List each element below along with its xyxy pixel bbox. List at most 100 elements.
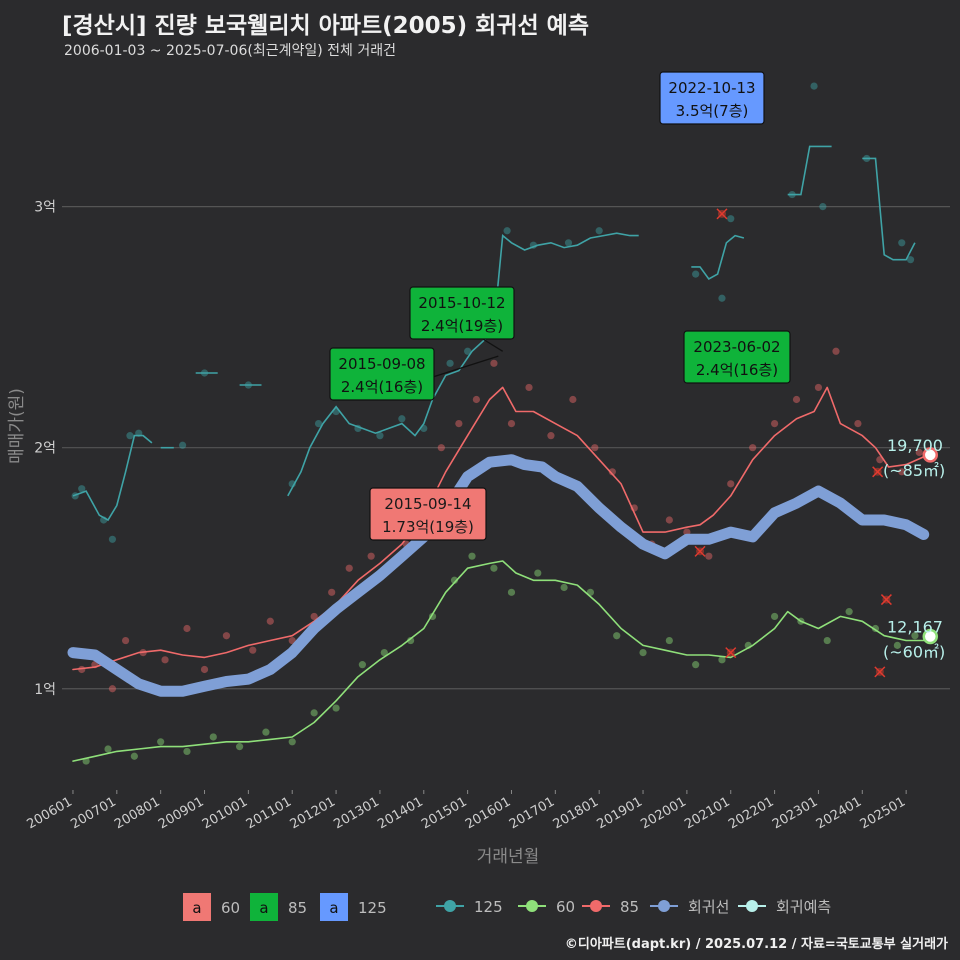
data-point-s85 — [727, 480, 735, 488]
data-point-s85 — [854, 419, 862, 428]
data-point-s60 — [450, 576, 459, 584]
annotation-1: 2015-10-12 2.4억(19층) — [409, 286, 515, 352]
data-point-s60 — [770, 612, 779, 621]
annotation-date: 2015-09-14 — [384, 495, 471, 513]
data-point-s60 — [380, 648, 388, 657]
data-point-s125 — [376, 432, 384, 440]
y-tick-label: 1억 — [34, 682, 56, 698]
data-point-s60 — [613, 632, 621, 640]
data-point-s85 — [547, 432, 555, 440]
x-tick-label: 200901 — [156, 794, 206, 832]
data-point-s85 — [665, 516, 673, 524]
annotation-3: 2023-06-02 2.4억(16층) — [683, 330, 791, 384]
cancelled-deal-marker — [725, 647, 737, 659]
x-tick-label: 202501 — [858, 794, 908, 832]
annotation-box — [369, 487, 487, 541]
x-tick-label: 202401 — [814, 794, 864, 832]
cancelled-deal-marker — [880, 594, 892, 606]
forecast-point-85 — [922, 447, 939, 463]
data-point-s60 — [157, 738, 165, 746]
annotation-leader — [482, 338, 504, 352]
grid-layer — [62, 206, 950, 690]
series-line-s125 — [287, 232, 639, 497]
annotation-date: 2015-10-12 — [418, 294, 505, 312]
data-point-s85 — [367, 552, 375, 560]
legend-point-swatch — [746, 900, 758, 912]
annotation-0: 2022-10-13 3.5억(7층) — [659, 71, 765, 125]
data-point-s60 — [262, 728, 270, 736]
legend-swatch-key: a — [259, 899, 268, 917]
data-point-s85 — [608, 468, 616, 476]
legend-line-item: 회귀선 — [650, 898, 729, 916]
x-tick-label: 201201 — [288, 794, 338, 832]
forecast-value-label: 12,167 — [887, 618, 943, 637]
legend-swatch — [320, 893, 348, 921]
data-point-s60 — [288, 738, 296, 746]
series-s85 — [72, 347, 929, 693]
annotation-date: 2015-09-08 — [338, 355, 425, 373]
cancelled-deal-marker — [872, 466, 884, 478]
x-tick-label: 202101 — [682, 794, 732, 832]
forecast-area-label: (~60㎡) — [883, 643, 945, 662]
data-point-s60 — [332, 704, 340, 712]
data-point-s60 — [507, 588, 516, 596]
x-tick-label: 201001 — [200, 794, 250, 832]
x-tick-label: 201101 — [244, 794, 294, 832]
series-s125 — [71, 82, 916, 543]
annotation-leader — [433, 355, 499, 378]
data-point-s60 — [718, 656, 726, 664]
data-point-s125 — [810, 82, 818, 90]
data-point-s85 — [569, 395, 577, 404]
data-point-s60 — [692, 661, 700, 669]
data-point-s85 — [288, 636, 296, 645]
legend-swatch — [183, 893, 211, 921]
legend-line-item: 125 — [436, 898, 503, 916]
cancelled-deal-marker — [694, 545, 706, 557]
annotation-price: 3.5억(7층) — [676, 102, 749, 120]
data-point-s85 — [472, 395, 480, 404]
annotation-date: 2023-06-02 — [693, 338, 780, 356]
data-point-s60 — [310, 709, 318, 717]
data-point-s85 — [525, 383, 533, 392]
legend-label: 125 — [358, 899, 387, 917]
data-point-s60 — [560, 583, 568, 592]
data-point-s60 — [639, 648, 647, 657]
y-tick-label: 3억 — [34, 200, 56, 216]
data-point-s125 — [727, 215, 735, 223]
data-point-s85 — [121, 636, 130, 645]
x-tick-label: 200701 — [68, 794, 118, 832]
legend-line-item: 85 — [582, 898, 639, 916]
annotation-layer: 19,700 (~85㎡) 12,167 (~60㎡) 2022-10-13 3.5억(7… — [329, 71, 945, 662]
data-point-s125 — [446, 359, 454, 367]
annotation-price: 2.4억(16층) — [696, 361, 778, 379]
legend-point-swatch — [590, 900, 602, 912]
data-point-s60 — [665, 636, 673, 645]
legend-fill-item: a 85 — [250, 893, 307, 921]
x-tick-label: 201601 — [463, 794, 513, 832]
x-tick-label: 202001 — [638, 794, 688, 832]
data-point-s85 — [915, 448, 923, 457]
legend-line-item: 회귀예측 — [738, 898, 831, 916]
data-point-s125 — [718, 294, 726, 302]
legend-label: 회귀선 — [688, 898, 729, 916]
series-line-trend — [67, 454, 930, 697]
data-point-s85 — [249, 646, 257, 654]
series-line-s60 — [72, 560, 925, 762]
legend-swatch-key: a — [192, 899, 201, 917]
data-point-s125 — [78, 485, 86, 493]
data-point-s60 — [104, 745, 112, 753]
data-point-s125 — [314, 419, 323, 428]
legend-label: 60 — [556, 898, 575, 916]
data-point-s60 — [236, 743, 244, 751]
data-point-s85 — [437, 444, 445, 452]
data-point-s125 — [398, 415, 406, 423]
data-point-s125 — [898, 239, 906, 247]
series-line-s125 — [691, 234, 745, 281]
legend-fill-item: a 125 — [320, 893, 387, 921]
legend-label: 85 — [288, 899, 307, 917]
annotation-date: 2022-10-13 — [668, 79, 755, 97]
series-s60 — [72, 552, 925, 765]
data-point-s60 — [911, 632, 919, 640]
